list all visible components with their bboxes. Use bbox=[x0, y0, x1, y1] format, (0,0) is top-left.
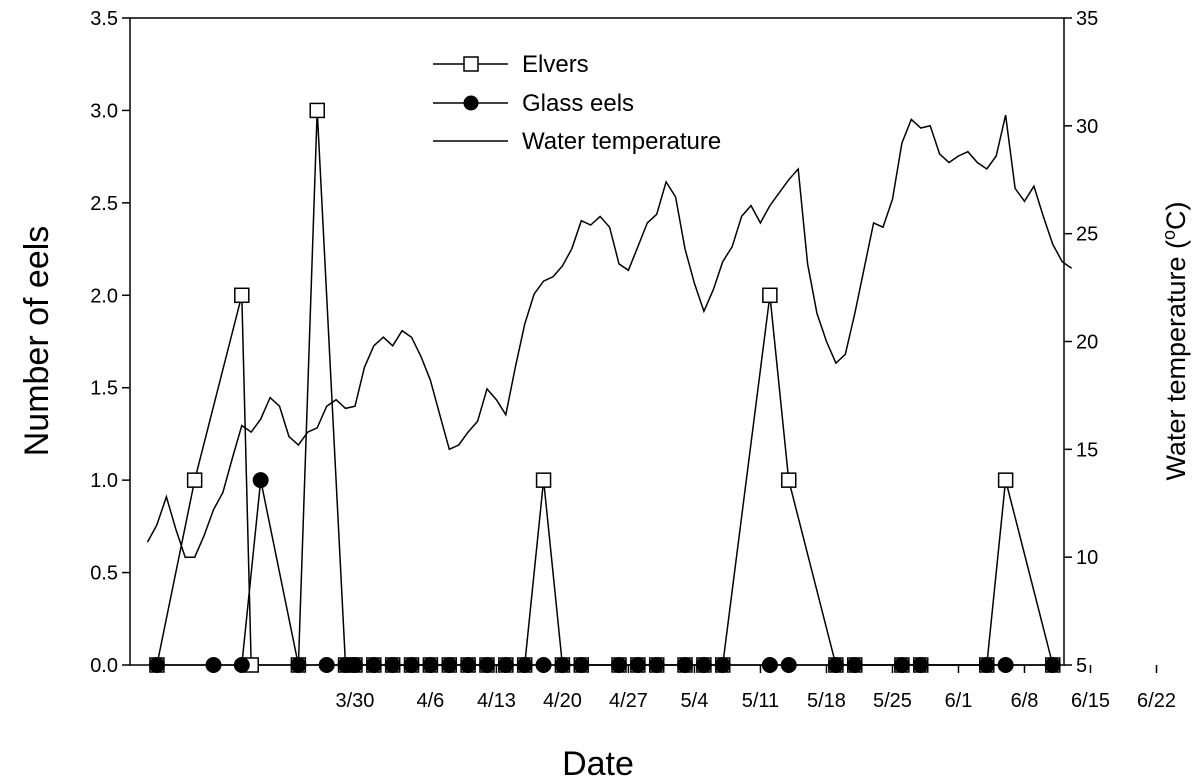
glass-eels-point bbox=[205, 657, 222, 673]
elvers-point bbox=[234, 287, 250, 304]
glass-eels-point bbox=[460, 657, 477, 673]
y2-tick-label: 30 bbox=[1076, 116, 1098, 138]
x-tick-label: 4/27 bbox=[609, 690, 648, 712]
y2-tick-label: 15 bbox=[1076, 439, 1098, 461]
y-tick-label: 1.0 bbox=[90, 470, 118, 492]
elvers-point bbox=[186, 472, 203, 488]
glass-eels-point bbox=[346, 657, 363, 673]
glass-eels-point bbox=[478, 657, 495, 673]
glass-eels-point bbox=[535, 657, 552, 673]
y-tick-label: 0.5 bbox=[90, 563, 118, 585]
x-tick-label: 4/20 bbox=[543, 690, 582, 712]
glass-eels-point bbox=[233, 657, 250, 673]
x-tick-label: 6/22 bbox=[1137, 690, 1176, 712]
glass-eels-point bbox=[1044, 657, 1061, 673]
y2-axis-title: Water temperature (oC) bbox=[1159, 201, 1191, 480]
x-tick-label: 5/11 bbox=[742, 690, 779, 712]
glass-eels-point bbox=[611, 657, 627, 673]
glass-eels-point bbox=[912, 657, 929, 673]
x-tick-label: 6/8 bbox=[1011, 690, 1039, 712]
glass-eels-point bbox=[648, 657, 665, 673]
glass-eels-point bbox=[714, 657, 731, 673]
glass-eels-point bbox=[780, 657, 797, 673]
x-tick-label: 6/15 bbox=[1071, 690, 1110, 712]
glass-eels-point bbox=[827, 657, 844, 673]
glass-eels-point bbox=[252, 472, 269, 489]
y-tick-label: 3.5 bbox=[90, 8, 118, 30]
glass-eels-point bbox=[422, 657, 439, 673]
y2-title-unit: C) bbox=[1161, 201, 1191, 230]
glass-eels-point bbox=[893, 657, 910, 673]
series-layer bbox=[146, 102, 1073, 673]
y2-tick-label: 25 bbox=[1076, 224, 1098, 246]
glass-eels-point bbox=[554, 657, 571, 673]
y-axis-title: Number of eels bbox=[18, 226, 56, 457]
glass-eels-point bbox=[365, 657, 382, 673]
glass-eels-line bbox=[156, 479, 1053, 666]
x-axis-title: Date bbox=[562, 745, 634, 783]
y2-tick-label: 35 bbox=[1076, 8, 1098, 30]
elvers-point bbox=[762, 287, 778, 304]
x-tick-label: 5/25 bbox=[873, 690, 912, 712]
elvers-point bbox=[997, 472, 1014, 488]
glass-eels-point bbox=[997, 657, 1014, 673]
x-tick-label: 3/30 bbox=[335, 690, 374, 712]
x-tick-label: 5/18 bbox=[807, 690, 846, 712]
glass-eels-point bbox=[761, 657, 778, 673]
y2-tick-label: 5 bbox=[1076, 655, 1087, 677]
glass-eels-point bbox=[148, 657, 165, 673]
water-temperature-line bbox=[146, 114, 1073, 558]
glass-eels-point bbox=[573, 657, 590, 673]
glass-eels-point bbox=[629, 657, 646, 673]
axes: 0.0 0.5 1.0 1.5 2.0 2.5 3.0 3.5 5 10 15 20 25 30 35 3/3… bbox=[90, 8, 1176, 712]
glass-eels-point bbox=[497, 657, 514, 673]
glass-eels-point bbox=[846, 657, 863, 673]
legend-filled-circle-marker bbox=[463, 95, 479, 111]
x-tick-label: 4/6 bbox=[416, 690, 444, 712]
x-tick-label: 4/13 bbox=[477, 690, 516, 712]
elvers-point bbox=[780, 472, 797, 488]
glass-eels-point bbox=[695, 657, 712, 673]
glass-eels-point bbox=[978, 657, 995, 673]
y-tick-label: 3.0 bbox=[90, 100, 118, 122]
y2-title-superscript: o bbox=[1159, 230, 1179, 240]
glass-eels-point bbox=[384, 657, 401, 673]
elvers-point bbox=[309, 102, 325, 119]
x-tick-label: 6/1 bbox=[945, 690, 973, 712]
y2-tick-label: 10 bbox=[1076, 547, 1098, 569]
y-tick-label: 1.5 bbox=[90, 378, 118, 400]
glass-eels-point bbox=[318, 657, 335, 673]
legend-label: Elvers bbox=[522, 51, 589, 78]
glass-eels-point bbox=[403, 657, 420, 673]
glass-eels-point bbox=[516, 657, 533, 673]
y2-title-main: Water temperature ( bbox=[1161, 240, 1191, 481]
glass-eels-point bbox=[677, 657, 694, 673]
elvers-line bbox=[156, 110, 1054, 666]
glass-eels-point bbox=[441, 657, 458, 673]
elvers-point bbox=[535, 472, 552, 488]
y-tick-label: 2.5 bbox=[90, 193, 118, 215]
legend: Elvers Glass eels Water temperature bbox=[433, 51, 721, 155]
legend-label: Water temperature bbox=[522, 128, 721, 155]
legend-open-square-marker bbox=[463, 56, 479, 72]
y2-tick-label: 20 bbox=[1076, 332, 1098, 354]
y-tick-label: 2.0 bbox=[90, 285, 118, 307]
x-tick-label: 5/4 bbox=[681, 690, 709, 712]
y-tick-label: 0.0 bbox=[90, 655, 118, 677]
legend-label: Glass eels bbox=[522, 90, 634, 117]
glass-eels-point bbox=[290, 657, 307, 673]
